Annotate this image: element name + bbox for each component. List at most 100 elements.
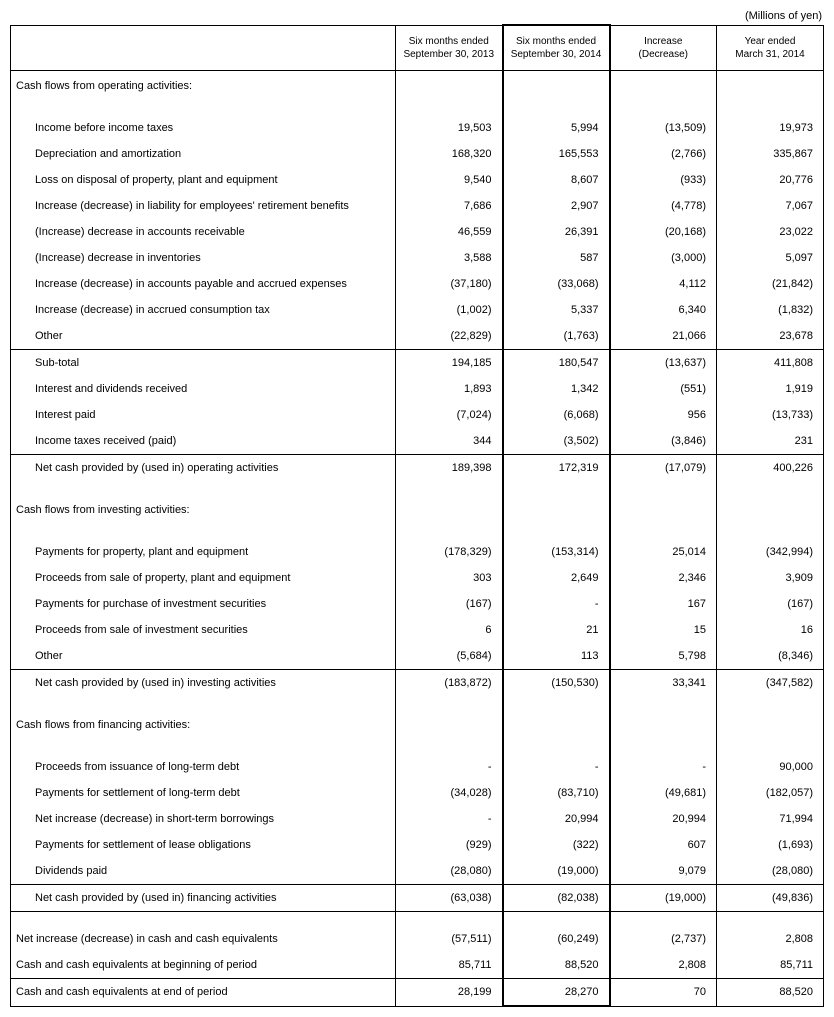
row-label	[11, 696, 396, 710]
data-cell: 335,867	[717, 141, 824, 167]
table-row: Increase (decrease) in liability for emp…	[11, 193, 824, 219]
table-row: Depreciation and amortization168,320165,…	[11, 141, 824, 167]
data-cell: 956	[610, 402, 717, 428]
table-row: Sub-total194,185180,547(13,637)411,808	[11, 350, 824, 377]
header-col3: Increase (Decrease)	[610, 25, 717, 71]
data-cell: (342,994)	[717, 539, 824, 565]
table-row	[11, 481, 824, 495]
data-cell: (2,766)	[610, 141, 717, 167]
section-header-row: Cash flows from investing activities:	[11, 495, 824, 525]
data-cell: 1,893	[396, 376, 503, 402]
data-cell: 2,346	[610, 565, 717, 591]
row-label: Net cash provided by (used in) operating…	[11, 455, 396, 482]
data-cell: (13,637)	[610, 350, 717, 377]
data-cell: (1,002)	[396, 297, 503, 323]
row-label: (Increase) decrease in accounts receivab…	[11, 219, 396, 245]
table-row: Loss on disposal of property, plant and …	[11, 167, 824, 193]
data-cell: (3,502)	[503, 428, 610, 455]
data-cell: (60,249)	[503, 926, 610, 952]
table-row: (Increase) decrease in inventories3,5885…	[11, 245, 824, 271]
data-cell: (13,509)	[610, 115, 717, 141]
data-cell: (153,314)	[503, 539, 610, 565]
data-cell: (1,832)	[717, 297, 824, 323]
data-cell: (3,846)	[610, 428, 717, 455]
row-label: Other	[11, 643, 396, 670]
data-cell: 16	[717, 617, 824, 643]
data-cell	[610, 525, 717, 539]
table-row	[11, 101, 824, 115]
data-cell	[396, 740, 503, 754]
table-row: Proceeds from sale of investment securit…	[11, 617, 824, 643]
table-row: Income before income taxes19,5035,994(13…	[11, 115, 824, 141]
table-row: Interest and dividends received1,8931,34…	[11, 376, 824, 402]
data-cell: 167	[610, 591, 717, 617]
table-row: Payments for property, plant and equipme…	[11, 539, 824, 565]
data-cell	[610, 696, 717, 710]
table-row: Increase (decrease) in accounts payable …	[11, 271, 824, 297]
row-label: Net increase (decrease) in short-term bo…	[11, 806, 396, 832]
table-row: Cash and cash equivalents at beginning o…	[11, 952, 824, 979]
data-cell	[396, 912, 503, 927]
data-cell: 46,559	[396, 219, 503, 245]
data-cell: 3,588	[396, 245, 503, 271]
data-cell	[717, 101, 824, 115]
row-label: Cash and cash equivalents at end of peri…	[11, 979, 396, 1007]
data-cell: (1,763)	[503, 323, 610, 350]
table-row: Income taxes received (paid)344(3,502)(3…	[11, 428, 824, 455]
data-cell: 26,391	[503, 219, 610, 245]
data-cell: -	[396, 754, 503, 780]
data-cell: 23,022	[717, 219, 824, 245]
data-cell: 2,907	[503, 193, 610, 219]
data-cell	[717, 71, 824, 102]
data-cell	[396, 525, 503, 539]
data-cell: 9,079	[610, 858, 717, 885]
units-label: (Millions of yen)	[10, 10, 824, 22]
table-row: Net cash provided by (used in) investing…	[11, 670, 824, 697]
section-header-row: Cash flows from financing activities:	[11, 710, 824, 740]
data-cell	[503, 101, 610, 115]
data-cell	[503, 525, 610, 539]
data-cell: 231	[717, 428, 824, 455]
data-cell: 15	[610, 617, 717, 643]
data-cell: 1,919	[717, 376, 824, 402]
table-row: Proceeds from issuance of long-term debt…	[11, 754, 824, 780]
row-label: Loss on disposal of property, plant and …	[11, 167, 396, 193]
data-cell: 71,994	[717, 806, 824, 832]
header-col1: Six months ended September 30, 2013	[396, 25, 503, 71]
data-cell	[396, 101, 503, 115]
data-cell: 20,776	[717, 167, 824, 193]
data-cell	[396, 481, 503, 495]
data-cell	[610, 101, 717, 115]
header-row: Six months ended September 30, 2013 Six …	[11, 25, 824, 71]
table-row: Payments for settlement of lease obligat…	[11, 832, 824, 858]
data-cell: (28,080)	[717, 858, 824, 885]
row-label	[11, 481, 396, 495]
header-blank	[11, 25, 396, 71]
data-cell: (551)	[610, 376, 717, 402]
data-cell: 85,711	[396, 952, 503, 979]
row-label: Proceeds from sale of property, plant an…	[11, 565, 396, 591]
data-cell: (49,681)	[610, 780, 717, 806]
data-cell: (182,057)	[717, 780, 824, 806]
row-label: Net cash provided by (used in) investing…	[11, 670, 396, 697]
table-row	[11, 696, 824, 710]
data-cell: (21,842)	[717, 271, 824, 297]
row-label: Net increase (decrease) in cash and cash…	[11, 926, 396, 952]
row-label: Payments for property, plant and equipme…	[11, 539, 396, 565]
data-cell: 85,711	[717, 952, 824, 979]
row-label: Proceeds from sale of investment securit…	[11, 617, 396, 643]
data-cell: 7,686	[396, 193, 503, 219]
data-cell: 28,199	[396, 979, 503, 1007]
section-header-row: Cash flows from operating activities:	[11, 71, 824, 102]
data-cell: (933)	[610, 167, 717, 193]
data-cell	[717, 525, 824, 539]
data-cell: 21	[503, 617, 610, 643]
data-cell	[610, 740, 717, 754]
header-col4: Year ended March 31, 2014	[717, 25, 824, 71]
row-label: Sub-total	[11, 350, 396, 377]
row-label: Payments for settlement of long-term deb…	[11, 780, 396, 806]
data-cell: 88,520	[717, 979, 824, 1007]
table-row	[11, 740, 824, 754]
data-cell: (183,872)	[396, 670, 503, 697]
data-cell: (20,168)	[610, 219, 717, 245]
